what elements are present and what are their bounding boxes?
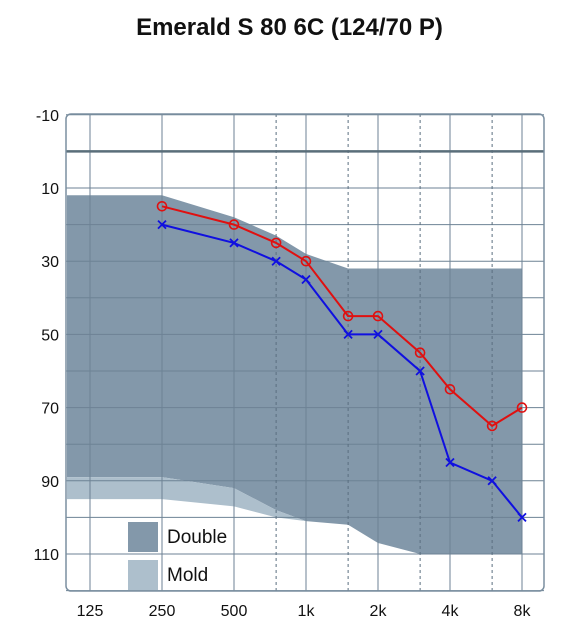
- series-0-point: [444, 383, 456, 395]
- y-tick-label: 10: [41, 181, 59, 198]
- y-tick-label: 90: [41, 474, 59, 491]
- series-1-point: [373, 329, 383, 340]
- x-tick-label: 4k: [442, 603, 460, 620]
- y-tick-label: 30: [41, 254, 59, 271]
- series-0-point: [486, 420, 498, 432]
- series-0-point: [300, 255, 312, 267]
- series-1-point: [517, 512, 527, 523]
- series-0-point: [342, 310, 354, 322]
- x-tick-label: 8k: [514, 603, 532, 620]
- x-tick-label: 250: [149, 603, 176, 620]
- legend-label-double: Double: [167, 527, 227, 548]
- fit-range-mold: [67, 477, 306, 522]
- series-0-point: [270, 237, 282, 249]
- plot-frame: [65, 113, 545, 592]
- series-0-point: [372, 310, 384, 322]
- series-0-point: [414, 347, 426, 359]
- x-tick-label: 500: [221, 603, 248, 620]
- series-1-point: [343, 329, 353, 340]
- series-1-point: [415, 366, 425, 376]
- series-0-point: [156, 201, 168, 212]
- y-tick-label: 70: [41, 401, 59, 418]
- series-1-point: [229, 238, 239, 248]
- series-1-point: [445, 457, 455, 468]
- legend-swatch-double: [128, 522, 158, 552]
- series-1-point: [487, 476, 497, 486]
- x-tick-label: 125: [77, 603, 104, 620]
- legend-swatch-mold: [128, 560, 158, 590]
- series-1-point: [301, 274, 311, 285]
- chart-title: Emerald S 80 6C (124/70 P): [136, 14, 443, 41]
- legend-label-mold: Mold: [167, 565, 208, 586]
- series-1-point: [157, 219, 167, 230]
- series-1-line: [161, 223, 523, 519]
- x-tick-label: 1k: [298, 603, 316, 620]
- x-tick-label: 2k: [370, 603, 388, 620]
- y-tick-label: 50: [41, 327, 59, 344]
- y-tick-label: -10: [36, 108, 59, 125]
- series-0-point: [228, 219, 240, 230]
- series-0-line: [161, 205, 523, 428]
- series-1-point: [271, 256, 281, 266]
- fit-range-double: [67, 195, 522, 555]
- y-tick-label: 110: [33, 547, 59, 564]
- series-0-point: [516, 402, 528, 413]
